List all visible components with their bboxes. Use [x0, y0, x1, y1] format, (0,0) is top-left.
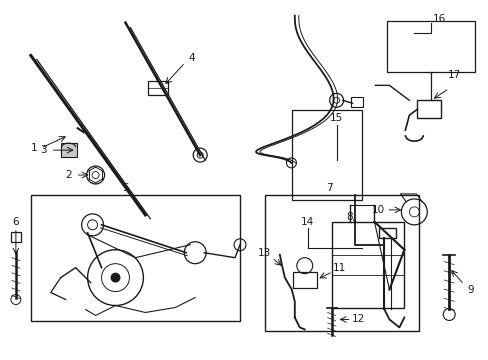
Bar [31, 195, 240, 321]
Text: 10: 10 [371, 205, 384, 215]
Bar [350, 97, 362, 107]
Text: 1: 1 [30, 143, 37, 153]
Circle shape [110, 273, 120, 283]
Text: 3: 3 [41, 145, 47, 155]
Bar [331, 222, 404, 307]
Text: 8: 8 [346, 212, 352, 222]
Bar [386, 21, 474, 72]
Text: 12: 12 [351, 314, 365, 324]
Text: 6: 6 [13, 217, 19, 227]
Bar [148, 81, 168, 95]
Text: 2: 2 [65, 170, 72, 180]
Bar [416, 100, 440, 118]
Bar [379, 228, 396, 238]
Text: 9: 9 [467, 284, 473, 294]
Text: 5: 5 [122, 183, 128, 193]
Text: 17: 17 [447, 71, 460, 80]
Bar [291, 110, 361, 200]
Text: 13: 13 [258, 248, 271, 258]
Bar [292, 272, 316, 288]
Text: 14: 14 [301, 217, 314, 227]
Text: 15: 15 [329, 113, 343, 123]
Bar [11, 232, 21, 242]
Bar [264, 195, 419, 332]
Text: 7: 7 [325, 183, 332, 193]
Text: 4: 4 [188, 54, 195, 63]
Bar [61, 143, 77, 157]
Text: 16: 16 [432, 14, 445, 24]
Text: 11: 11 [332, 263, 346, 273]
